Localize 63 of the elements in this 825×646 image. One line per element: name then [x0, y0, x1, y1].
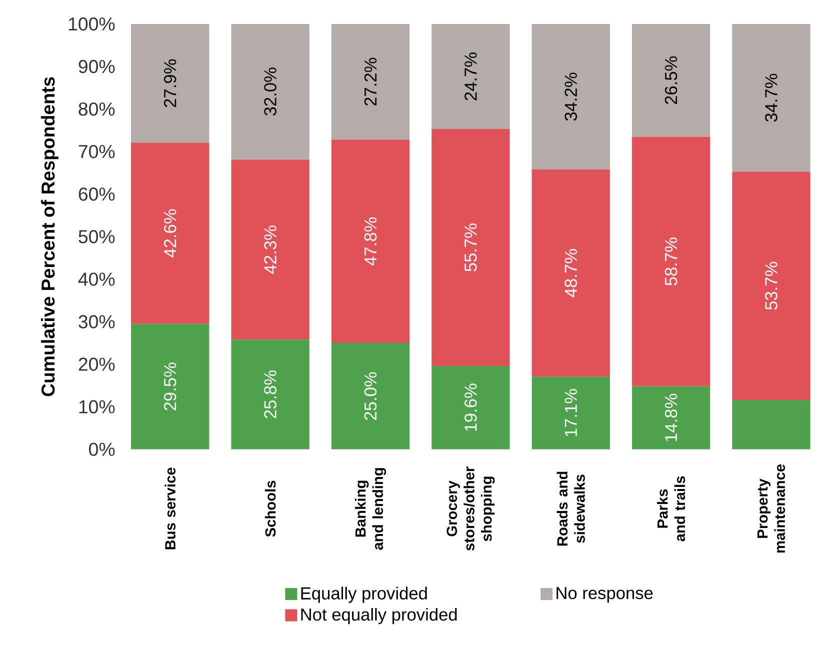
x-tick-label: Schools [264, 480, 276, 537]
legend-label: Equally provided [301, 586, 427, 603]
y-tick-label: 100% [68, 17, 115, 31]
bar [231, 24, 310, 160]
data-label: 34.7% [765, 74, 778, 122]
bar [331, 140, 410, 343]
data-label: 25.8% [264, 370, 276, 418]
y-tick-label: 80% [78, 102, 115, 116]
legend-label: Not equally provided [301, 608, 457, 624]
data-label: 32.0% [264, 68, 276, 116]
data-label: 24.7% [464, 52, 477, 100]
y-tick-label: 0% [89, 442, 115, 456]
bar [331, 24, 410, 140]
data-label: 53.7% [765, 262, 778, 310]
bar [131, 324, 210, 450]
x-tick-label: Bus service [164, 468, 176, 550]
data-label: 29.5% [164, 362, 176, 410]
data-label: 17.1% [564, 388, 577, 436]
bar [231, 340, 310, 450]
y-tick-label: 30% [78, 315, 115, 328]
bar [231, 160, 310, 340]
bar [432, 129, 510, 366]
data-label: 42.6% [164, 209, 176, 258]
data-label: 42.3% [264, 226, 276, 274]
bar [432, 366, 510, 450]
data-label: 47.8% [364, 217, 377, 266]
data-label: 26.5% [664, 56, 678, 104]
x-tick-label: Banking and lending [354, 468, 386, 550]
bar [532, 24, 610, 170]
y-axis-title: Cumulative Percent of Respondents [41, 77, 58, 396]
bar [732, 172, 810, 400]
y-tick-label: 90% [78, 60, 115, 74]
y-tick-label: 40% [78, 272, 115, 286]
data-label: 19.6% [464, 384, 477, 431]
bar [732, 400, 810, 450]
data-label: 58.7% [664, 238, 678, 286]
y-tick-label: 70% [78, 144, 115, 158]
bar [532, 376, 610, 450]
y-tick-label: 20% [78, 358, 115, 371]
legend-label: No response [556, 587, 653, 603]
bar [131, 142, 210, 324]
data-label: 14.8% [664, 394, 678, 442]
bar [532, 169, 610, 377]
y-tick-label: 60% [78, 188, 115, 201]
x-tick-label: Roads and sidewalks [556, 472, 585, 546]
y-tick-label: 10% [79, 400, 115, 414]
data-label: 48.7% [564, 249, 577, 298]
bar [432, 24, 510, 130]
data-label: 27.9% [164, 59, 176, 108]
x-tick-label: Grocery stores/other shopping [446, 466, 495, 551]
x-tick-label: Property maintenance [757, 464, 786, 553]
bar [732, 24, 810, 172]
bar [632, 386, 710, 450]
x-tick-label: Parks and trails [656, 476, 686, 542]
y-tick-label: 50% [78, 230, 115, 244]
bar [331, 342, 410, 450]
bar [131, 24, 210, 143]
bar [632, 24, 710, 137]
bar [632, 136, 710, 386]
data-label: 27.2% [364, 58, 377, 106]
data-label: 55.7% [464, 224, 477, 272]
data-label: 25.0% [364, 372, 377, 420]
data-label: 34.2% [564, 72, 577, 121]
